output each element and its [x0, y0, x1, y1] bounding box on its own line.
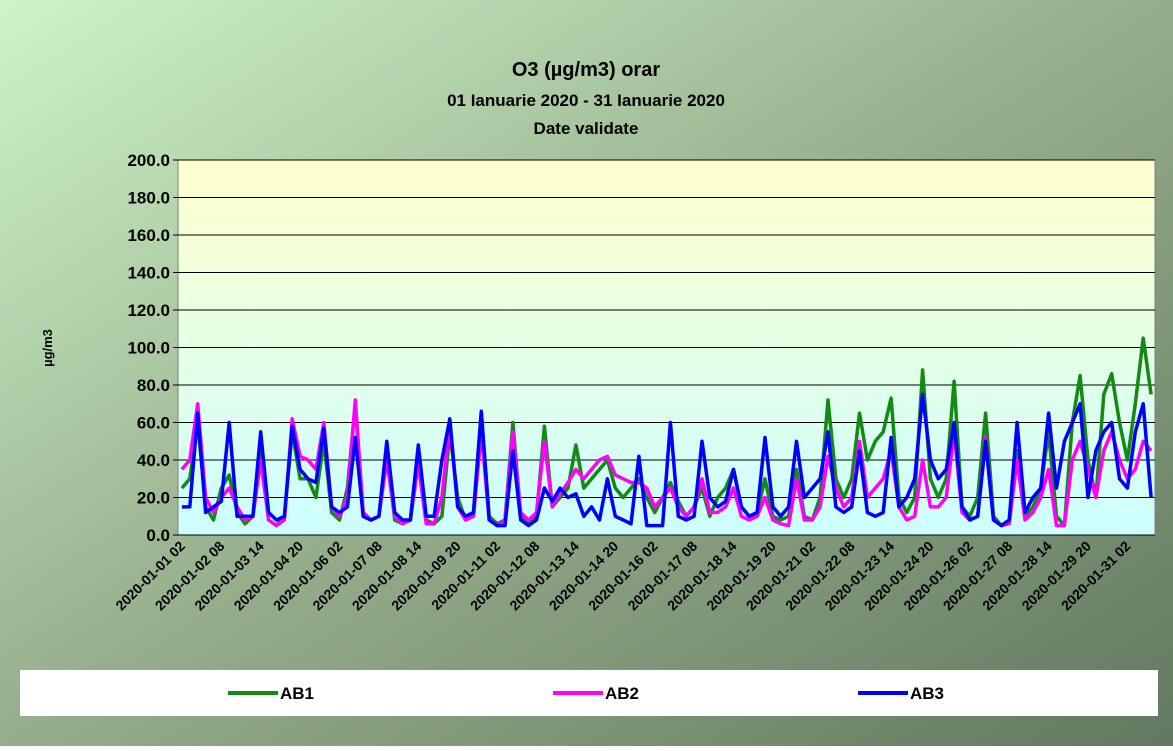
y-tick-label: 0.0: [146, 526, 170, 545]
y-tick-label: 200.0: [127, 151, 170, 170]
legend-label: AB3: [910, 684, 944, 703]
legend-label: AB2: [605, 684, 639, 703]
y-tick-label: 140.0: [127, 264, 170, 283]
y-axis-label: µg/m3: [40, 329, 55, 367]
y-tick-label: 60.0: [137, 414, 170, 433]
y-tick-label: 80.0: [137, 376, 170, 395]
chart-subtitle: 01 Ianuarie 2020 - 31 Ianuarie 2020: [447, 91, 725, 110]
legend-label: AB1: [280, 684, 314, 703]
y-tick-label: 100.0: [127, 339, 170, 358]
y-tick-label: 180.0: [127, 189, 170, 208]
chart-subtitle: Date validate: [534, 119, 639, 138]
chart-title: O3 (µg/m3) orar: [512, 59, 660, 81]
y-tick-label: 120.0: [127, 301, 170, 320]
data-line: [181, 392, 1153, 528]
y-tick-label: 20.0: [137, 489, 170, 508]
y-tick-label: 160.0: [127, 226, 170, 245]
y-tick-label: 40.0: [137, 451, 170, 470]
